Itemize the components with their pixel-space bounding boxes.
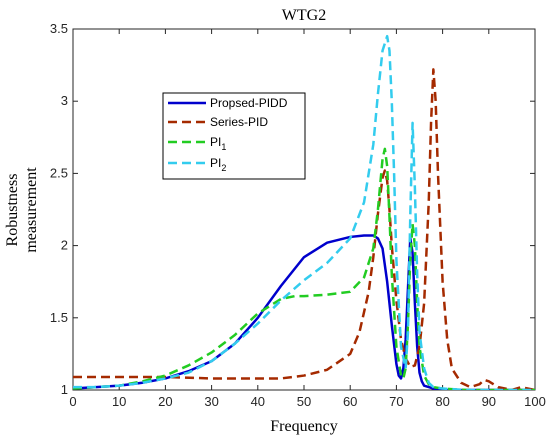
y-tick-label: 1.5 (50, 310, 68, 325)
y-tick-label: 2.5 (50, 165, 68, 180)
series-line-s4 (73, 34, 535, 390)
plot-area-border (72, 28, 536, 391)
series-line-s2 (73, 68, 535, 390)
legend-box (162, 92, 306, 180)
legend-label-s4-sub: 2 (221, 163, 226, 173)
x-tick-label: 50 (297, 394, 311, 409)
y-tick-label: 1 (61, 382, 68, 397)
x-tick-label: 0 (69, 394, 76, 409)
x-tick-label: 30 (204, 394, 218, 409)
x-tick-label: 10 (112, 394, 126, 409)
legend-label-s3-sub: 1 (221, 142, 226, 152)
y-axis-title-line1: Robustness (4, 174, 21, 247)
x-tick-label: 80 (435, 394, 449, 409)
x-tick-label: 100 (524, 394, 546, 409)
y-axis-ticks: 1 1.5 2 2.5 3 3.5 (50, 21, 535, 397)
y-tick-label: 3 (61, 93, 68, 108)
series-layer (73, 34, 535, 390)
x-tick-label: 90 (482, 394, 496, 409)
legend-label-s1: Propsed-PIDD (210, 96, 288, 110)
y-tick-label: 3.5 (50, 21, 68, 36)
legend-label-s4: PI2 (210, 156, 226, 173)
x-axis-ticks: 0 10 20 30 40 50 60 70 80 90 100 (69, 29, 546, 409)
legend-label-s4-base: PI (210, 156, 221, 170)
legend-label-s3: PI1 (210, 135, 226, 152)
plot-frame (72, 28, 536, 391)
x-axis-title: Frequency (270, 418, 338, 435)
y-tick-label: 2 (61, 238, 68, 253)
y-axis-title: Robustness measurement (4, 167, 40, 253)
legend-label-s2: Series-PID (210, 115, 268, 129)
x-tick-label: 20 (158, 394, 172, 409)
x-tick-label: 70 (389, 394, 403, 409)
legend: Propsed-PIDD Series-PID PI1 PI2 (162, 92, 306, 180)
series-line-s3 (73, 147, 535, 390)
y-axis-title-line2: measurement (23, 167, 40, 253)
x-tick-label: 60 (343, 394, 357, 409)
legend-label-s3-base: PI (210, 135, 221, 149)
x-tick-label: 40 (251, 394, 265, 409)
chart-title: WTG2 (282, 7, 326, 24)
series-line-s1 (73, 234, 535, 390)
